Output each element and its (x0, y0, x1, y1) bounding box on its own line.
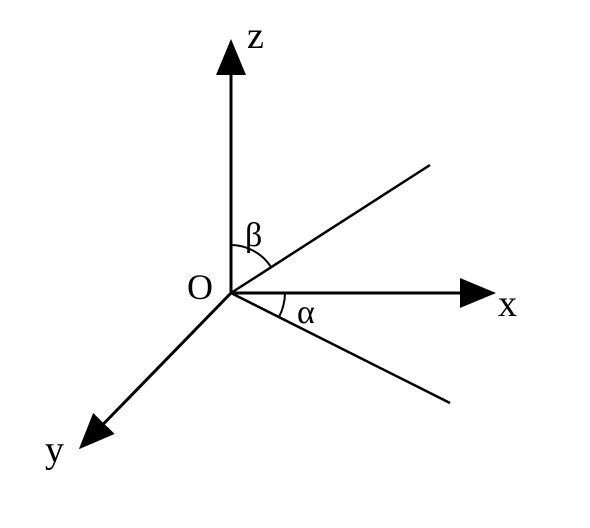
origin-label: O (187, 266, 213, 308)
alpha-arc (279, 293, 285, 317)
z-axis-label: z (247, 14, 264, 58)
x-axis-label: x (498, 282, 517, 326)
y-axis (83, 293, 231, 445)
coordinate-diagram: z x y O α β (0, 0, 590, 528)
alpha-label: α (297, 294, 315, 332)
beta-label: β (245, 217, 262, 255)
lower-diagonal-line (231, 293, 450, 403)
y-axis-label: y (45, 428, 64, 472)
axes-svg (0, 0, 590, 528)
